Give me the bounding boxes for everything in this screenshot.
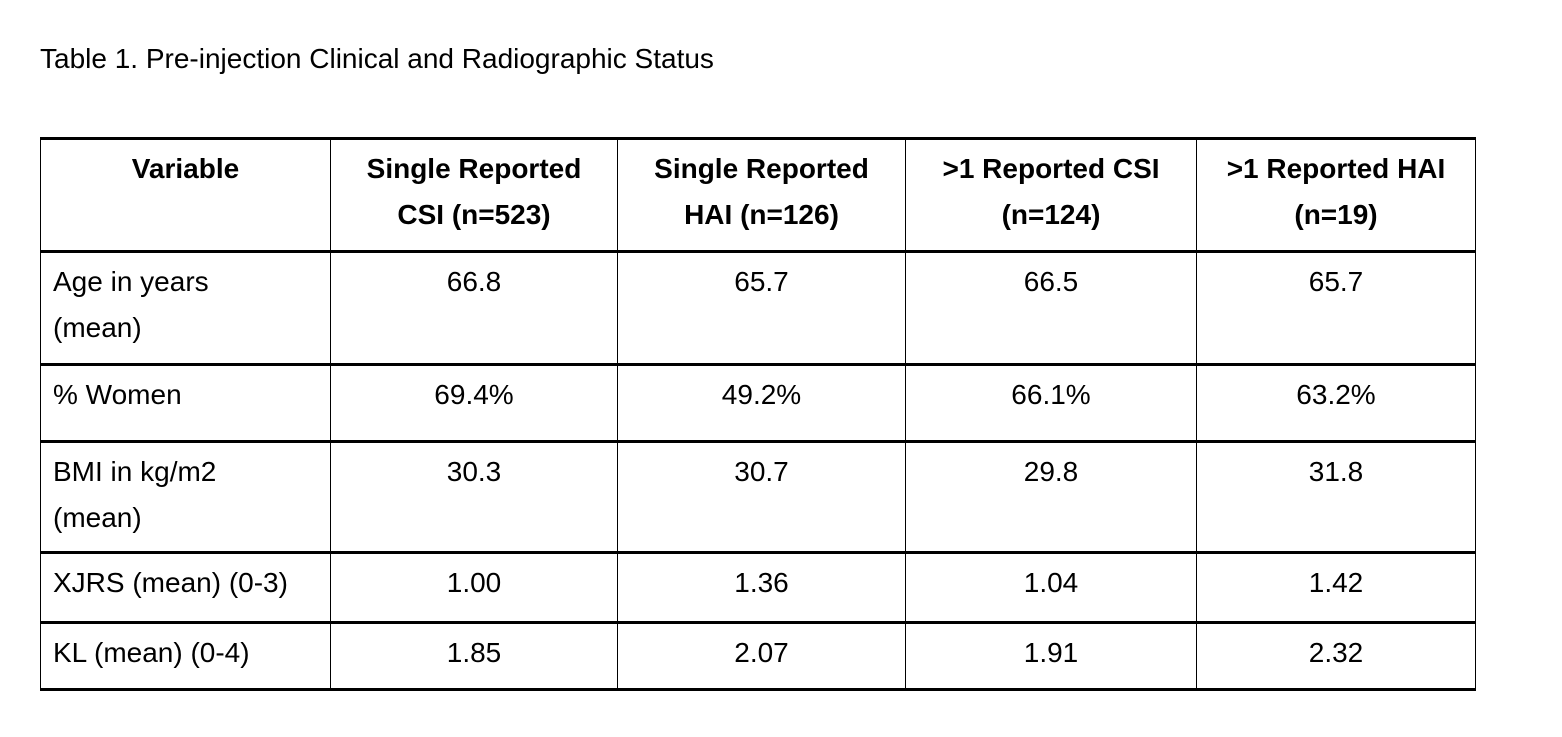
column-header-single-csi: Single Reported CSI (n=523) <box>330 137 618 253</box>
header-row: Variable Single Reported CSI (n=523) Sin… <box>40 137 1476 253</box>
data-cell: 1.42 <box>1196 551 1476 624</box>
row-label-cell: KL (mean) (0-4) <box>40 621 331 691</box>
table-row-xjrs: XJRS (mean) (0-3) 1.00 1.36 1.04 1.42 <box>40 551 1476 624</box>
row-label-cell: Age in years (mean) <box>40 250 331 366</box>
data-cell: 65.7 <box>1196 250 1476 366</box>
data-cell: 29.8 <box>905 440 1197 554</box>
data-cell: 31.8 <box>1196 440 1476 554</box>
row-label-cell: % Women <box>40 363 331 443</box>
column-header-single-hai: Single Reported HAI (n=126) <box>617 137 906 253</box>
table-row-age: Age in years (mean) 66.8 65.7 66.5 65.7 <box>40 250 1476 366</box>
data-cell: 1.91 <box>905 621 1197 691</box>
row-label-cell: BMI in kg/m2 (mean) <box>40 440 331 554</box>
data-cell: 65.7 <box>617 250 906 366</box>
table-title: Table 1. Pre-injection Clinical and Radi… <box>40 43 714 74</box>
data-cell: 49.2% <box>617 363 906 443</box>
table-row-kl: KL (mean) (0-4) 1.85 2.07 1.91 2.32 <box>40 621 1476 691</box>
data-cell: 63.2% <box>1196 363 1476 443</box>
table-row-bmi: BMI in kg/m2 (mean) 30.3 30.7 29.8 31.8 <box>40 440 1476 554</box>
data-cell: 69.4% <box>330 363 618 443</box>
clinical-status-table: Variable Single Reported CSI (n=523) Sin… <box>40 137 1476 691</box>
table-row-women: % Women 69.4% 49.2% 66.1% 63.2% <box>40 363 1476 443</box>
data-cell: 30.3 <box>330 440 618 554</box>
data-cell: 2.07 <box>617 621 906 691</box>
data-cell: 66.1% <box>905 363 1197 443</box>
column-header-variable: Variable <box>40 137 331 253</box>
data-cell: 30.7 <box>617 440 906 554</box>
column-header-multi-csi: >1 Reported CSI (n=124) <box>905 137 1197 253</box>
data-cell: 2.32 <box>1196 621 1476 691</box>
column-header-multi-hai: >1 Reported HAI (n=19) <box>1196 137 1476 253</box>
data-cell: 1.04 <box>905 551 1197 624</box>
data-cell: 1.36 <box>617 551 906 624</box>
row-label-cell: XJRS (mean) (0-3) <box>40 551 331 624</box>
data-cell: 1.85 <box>330 621 618 691</box>
data-cell: 66.5 <box>905 250 1197 366</box>
data-cell: 66.8 <box>330 250 618 366</box>
data-cell: 1.00 <box>330 551 618 624</box>
